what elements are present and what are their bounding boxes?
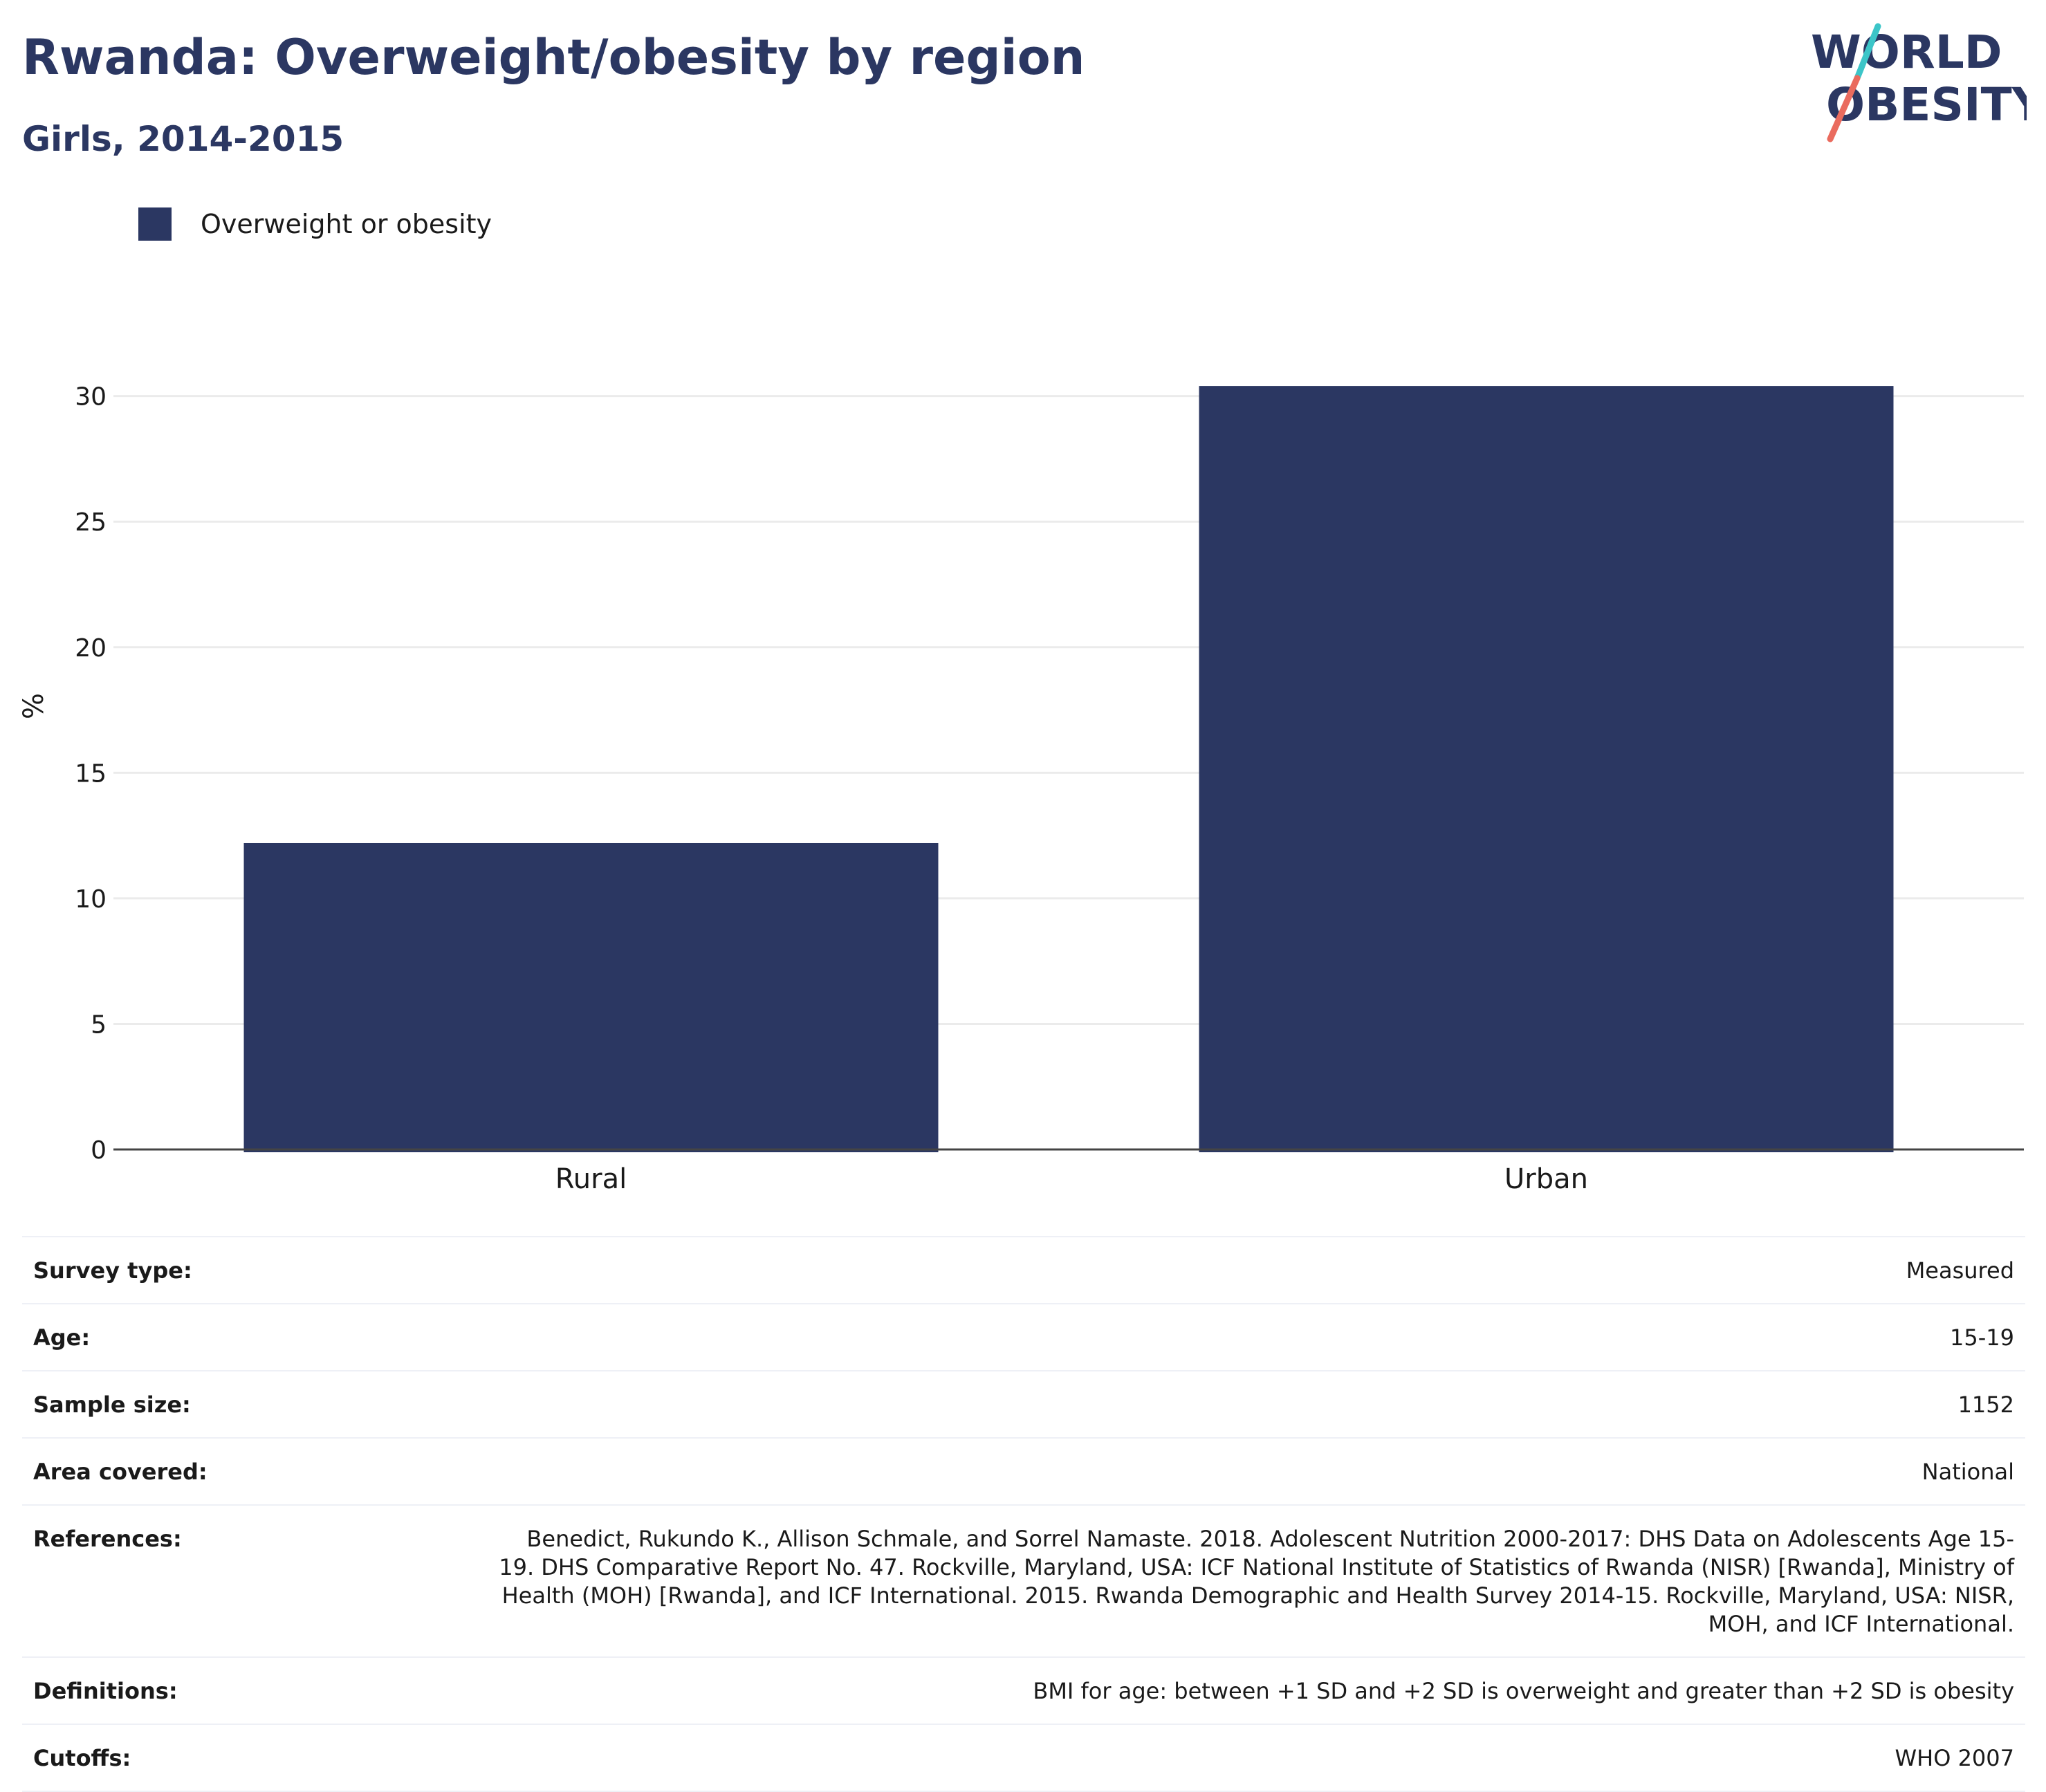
info-value: 1152 bbox=[1957, 1392, 2014, 1418]
y-tick-label: 5 bbox=[91, 1010, 107, 1039]
info-row: Survey type: Measured bbox=[22, 1237, 2025, 1304]
info-key: References: bbox=[33, 1526, 182, 1552]
info-row: Area covered: National bbox=[22, 1439, 2025, 1506]
x-axis-ticks: Rural Urban bbox=[555, 1163, 1588, 1195]
legend-label: Overweight or obesity bbox=[201, 209, 492, 239]
y-axis-label: % bbox=[18, 693, 50, 719]
info-key: Area covered: bbox=[33, 1459, 208, 1485]
y-axis-ticks: 0 5 10 15 20 25 30 bbox=[75, 383, 107, 1165]
info-key: Age: bbox=[33, 1324, 91, 1351]
world-obesity-logo: WORLD OBESITY bbox=[1811, 23, 2027, 142]
y-tick-label: 15 bbox=[75, 759, 107, 788]
info-row: References: Benedict, Rukundo K., Allison… bbox=[22, 1506, 2025, 1658]
info-key: Sample size: bbox=[33, 1392, 191, 1418]
y-tick-label: 30 bbox=[75, 383, 107, 412]
info-row: Age: 15-19 bbox=[22, 1304, 2025, 1371]
info-value: Measured bbox=[1906, 1257, 2014, 1284]
chart-legend: Overweight or obesity bbox=[138, 206, 492, 242]
info-key: Definitions: bbox=[33, 1678, 178, 1704]
logo-slash-coral bbox=[1827, 75, 1861, 142]
chart-subtitle: Girls, 2014-2015 bbox=[22, 119, 344, 159]
y-tick-label: 25 bbox=[75, 508, 107, 537]
logo-text-world: WORLD bbox=[1811, 26, 2002, 79]
info-value: WHO 2007 bbox=[1895, 1745, 2015, 1771]
info-value: BMI for age: between +1 SD and +2 SD is … bbox=[1033, 1678, 2014, 1704]
bar-chart: 0 5 10 15 20 25 30 % Rural Urban bbox=[18, 383, 2024, 1195]
info-row: Cutoffs: WHO 2007 bbox=[22, 1725, 2025, 1792]
x-tick-label: Urban bbox=[1504, 1163, 1588, 1195]
logo-slash-teal bbox=[1854, 23, 1881, 82]
info-value: National bbox=[1921, 1459, 2014, 1485]
legend-swatch bbox=[138, 207, 172, 241]
info-value: Benedict, Rukundo K., Allison Schmale, a… bbox=[499, 1526, 2014, 1637]
y-tick-label: 10 bbox=[75, 885, 107, 914]
info-key: Survey type: bbox=[33, 1257, 192, 1284]
bar-rural bbox=[243, 842, 939, 1152]
bar-urban bbox=[1199, 386, 1894, 1152]
y-tick-label: 20 bbox=[75, 634, 107, 663]
x-tick-label: Rural bbox=[555, 1163, 627, 1195]
info-value: 15-19 bbox=[1950, 1324, 2014, 1351]
chart-title: Rwanda: Overweight/obesity by region bbox=[22, 29, 1085, 86]
info-row: Definitions: BMI for age: between +1 SD a… bbox=[22, 1658, 2025, 1725]
info-row: Sample size: 1152 bbox=[22, 1371, 2025, 1439]
y-tick-label: 0 bbox=[91, 1136, 107, 1165]
survey-info-table: Survey type: Measured Age: 15-19 Sample size… bbox=[22, 1236, 2025, 1792]
info-key: Cutoffs: bbox=[33, 1745, 131, 1771]
logo-text-obesity: OBESITY bbox=[1826, 78, 2027, 131]
bars bbox=[243, 386, 1894, 1152]
